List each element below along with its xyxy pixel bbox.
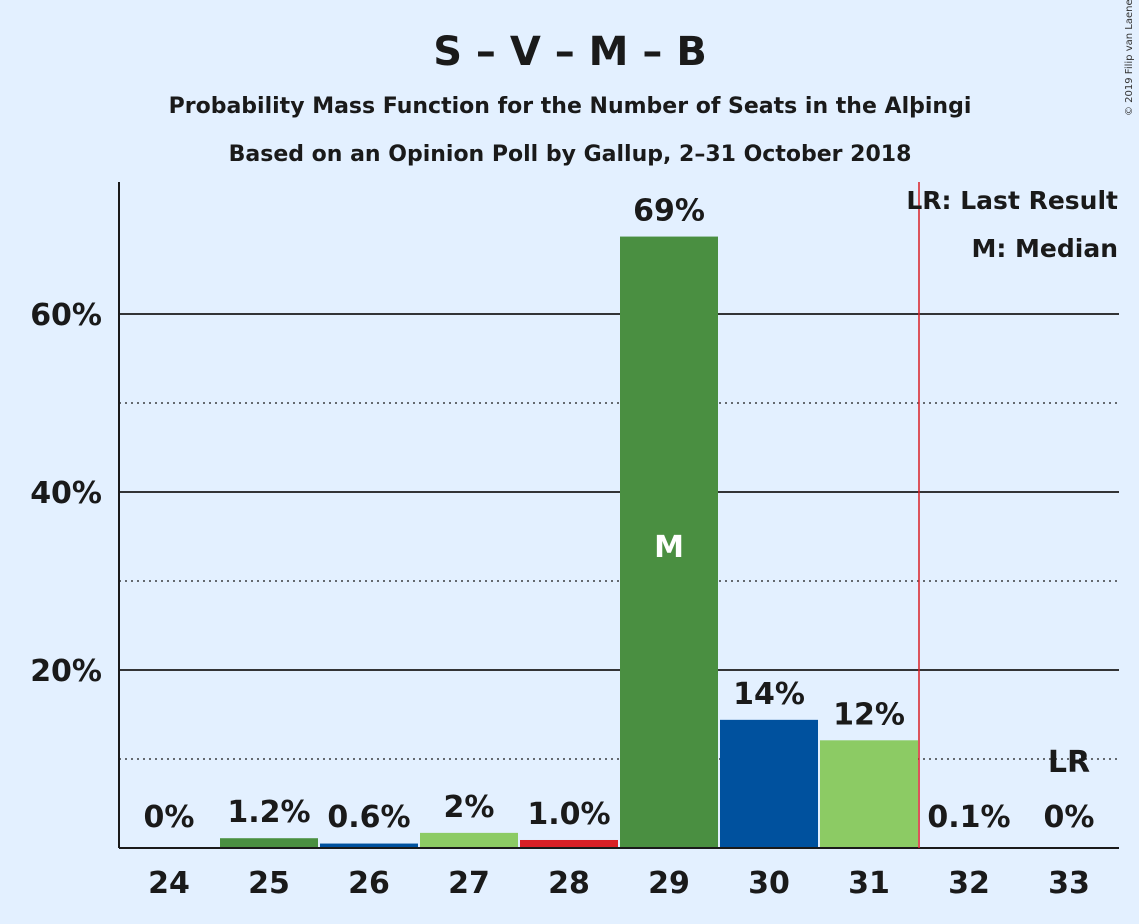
value-label: 2% — [444, 790, 495, 825]
copyright-text: © 2019 Filip van Laenen — [1124, 0, 1135, 116]
legend-last-result: LR: Last Result — [906, 186, 1118, 215]
gridlines — [119, 313, 1119, 760]
value-labels: 0% 1.2% 0.6% 2% 1.0% 69% 14% 12% 0.1% 0% — [144, 194, 1095, 835]
value-label: 0.6% — [327, 800, 410, 835]
x-axis-labels: 24 25 26 27 28 29 30 31 32 33 — [148, 866, 1090, 901]
value-label: 69% — [633, 194, 705, 229]
legend-median: M: Median — [971, 234, 1118, 263]
x-tick-label: 32 — [948, 866, 990, 901]
x-tick-label: 27 — [448, 866, 490, 901]
y-tick-label: 40% — [30, 476, 102, 511]
last-result-marker: LR — [1048, 745, 1090, 780]
bar-25 — [220, 838, 318, 848]
chart-title: S – V – M – B — [433, 29, 707, 75]
bars — [220, 236, 1018, 848]
x-tick-label: 33 — [1048, 866, 1090, 901]
bar-26 — [320, 843, 418, 848]
median-marker: M — [654, 530, 684, 565]
value-label: 1.2% — [227, 795, 310, 830]
x-tick-label: 31 — [848, 866, 890, 901]
value-label: 12% — [833, 697, 905, 732]
x-tick-label: 25 — [248, 866, 290, 901]
bar-29 — [620, 236, 718, 848]
y-axis-labels: 20% 40% 60% — [30, 298, 102, 689]
bar-28 — [520, 839, 618, 848]
bar-27 — [420, 832, 518, 848]
legend-backdrop — [930, 182, 1125, 272]
chart-subtitle: Probability Mass Function for the Number… — [169, 94, 972, 119]
chart-subtitle-poll: Based on an Opinion Poll by Gallup, 2–31… — [229, 142, 912, 167]
y-tick-label: 20% — [30, 654, 102, 689]
x-tick-label: 26 — [348, 866, 390, 901]
x-tick-label: 28 — [548, 866, 590, 901]
y-tick-label: 60% — [30, 298, 102, 333]
x-tick-label: 30 — [748, 866, 790, 901]
value-label: 1.0% — [527, 797, 610, 832]
value-label: 0% — [1044, 800, 1095, 835]
x-tick-label: 24 — [148, 866, 190, 901]
bar-31 — [820, 740, 918, 848]
x-tick-label: 29 — [648, 866, 690, 901]
value-label: 0% — [144, 800, 195, 835]
bar-30 — [720, 719, 818, 848]
value-label: 0.1% — [927, 800, 1010, 835]
value-label: 14% — [733, 677, 805, 712]
